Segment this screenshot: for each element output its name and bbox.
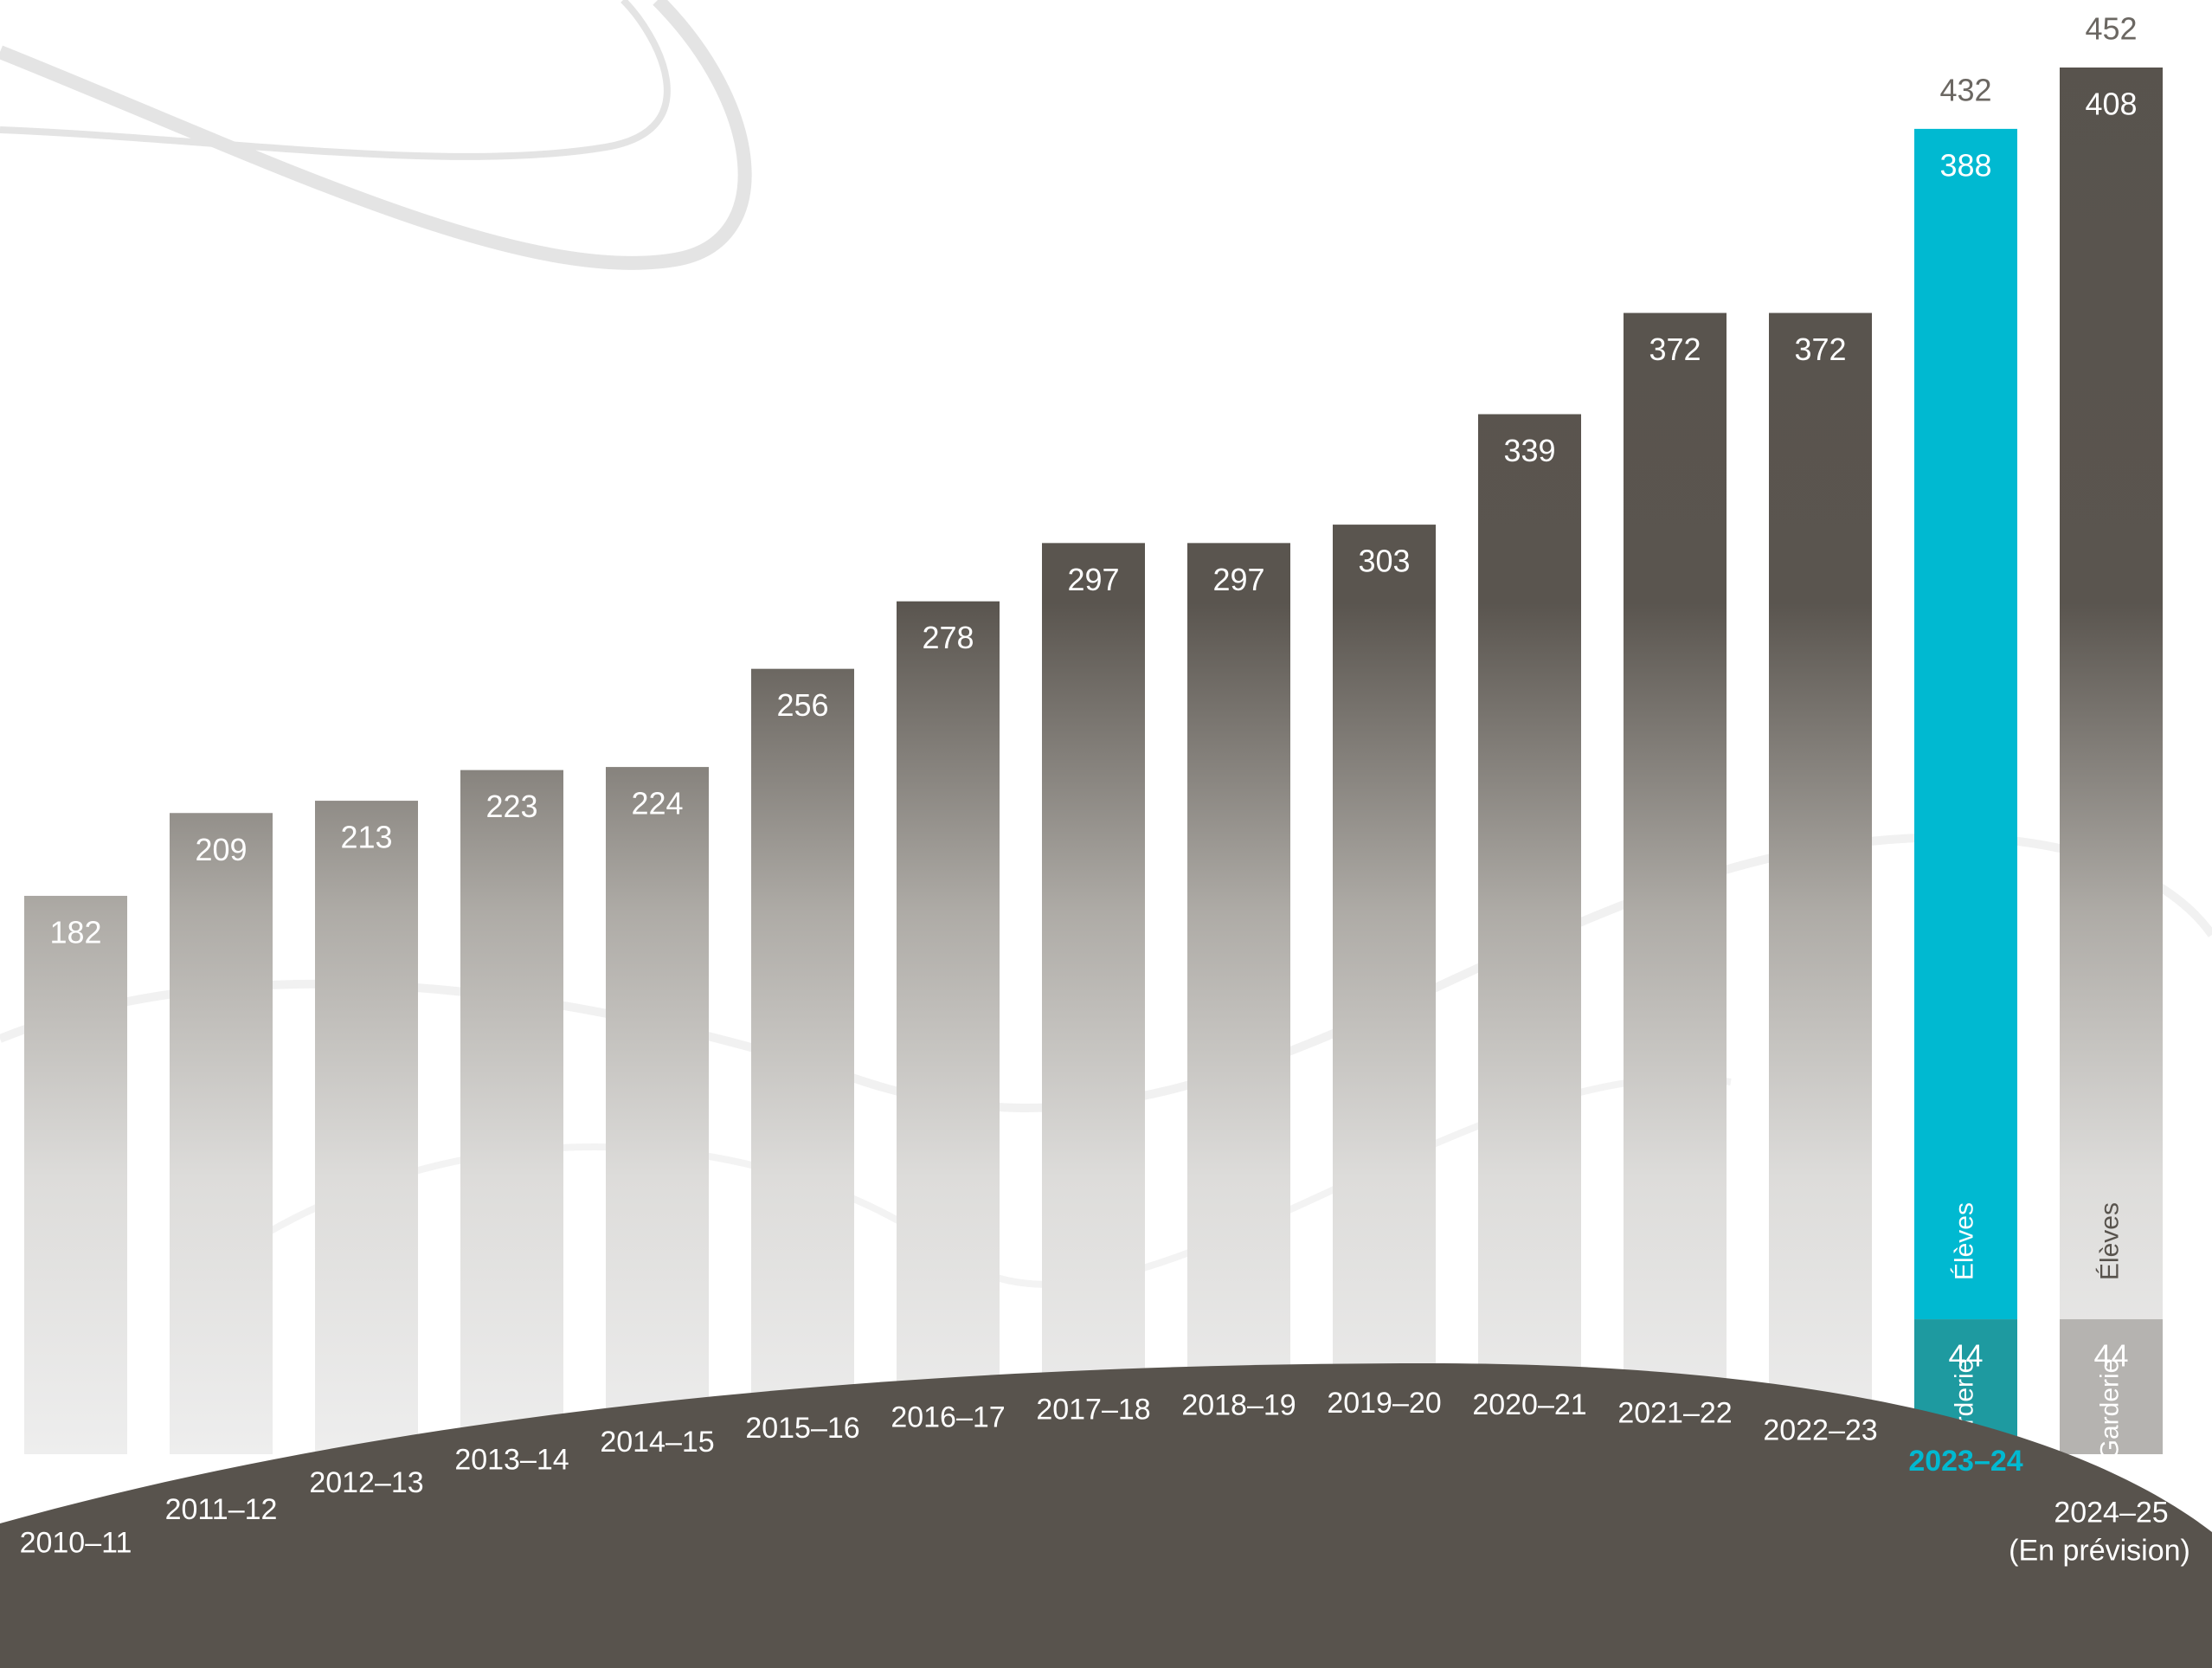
labels: 2010–11 2011–12 2012–13 2013–14 2014–15 2015–… bbox=[20, 1387, 2190, 1568]
series-name: Élèves bbox=[2095, 1202, 2124, 1280]
category-label: 2013–14 bbox=[454, 1444, 569, 1477]
category-label: 2010–11 bbox=[20, 1526, 132, 1559]
bar-segment bbox=[24, 895, 127, 1454]
bar-segment bbox=[1624, 312, 1727, 1455]
value-label: 44 bbox=[2093, 1338, 2128, 1374]
value-label: 223 bbox=[485, 789, 537, 824]
total-label: 432 bbox=[1939, 72, 1991, 107]
value-label: 182 bbox=[49, 914, 101, 950]
series-name: Garderie bbox=[2095, 1359, 2124, 1460]
value-label: 256 bbox=[776, 687, 828, 723]
category-label: 2011–12 bbox=[165, 1493, 278, 1526]
value-label: 372 bbox=[1649, 332, 1701, 367]
bar-segment bbox=[1187, 543, 1290, 1454]
category-label: 2014–15 bbox=[600, 1426, 714, 1459]
series-name: Élèves bbox=[1950, 1202, 1978, 1280]
bar-segment bbox=[1333, 525, 1436, 1454]
bar-segment bbox=[897, 601, 1000, 1454]
bar-segment bbox=[606, 767, 709, 1454]
value-label: 388 bbox=[1939, 147, 1991, 183]
value-label: 278 bbox=[922, 620, 974, 655]
bar-segment bbox=[2060, 1319, 2163, 1454]
value-label: 297 bbox=[1212, 562, 1264, 597]
category-label: 2020–21 bbox=[1472, 1388, 1586, 1421]
value-label: 44 bbox=[1948, 1338, 1983, 1374]
bar-segment bbox=[170, 813, 273, 1454]
value-label: 408 bbox=[2085, 87, 2137, 122]
value-label: 372 bbox=[1794, 332, 1846, 367]
bars: 182 209 213 223 224 256 278 297 297 303 339 372 372 4… bbox=[24, 11, 2163, 1460]
category-label: 2016–17 bbox=[891, 1401, 1005, 1433]
category-label: 2024–25 bbox=[2054, 1497, 2168, 1530]
category-label: 2015–16 bbox=[745, 1412, 859, 1445]
category-label: 2022–23 bbox=[1763, 1414, 1877, 1447]
category-label: 2023–24 bbox=[1908, 1445, 2022, 1478]
hill bbox=[0, 1363, 2212, 1668]
value-label: 297 bbox=[1067, 562, 1119, 597]
value-label: 339 bbox=[1503, 433, 1555, 468]
value-label: 209 bbox=[195, 832, 247, 867]
category-label: 2019–20 bbox=[1327, 1387, 1441, 1420]
value-label: 303 bbox=[1358, 544, 1410, 579]
bar-segment bbox=[460, 770, 563, 1454]
bar-segment bbox=[315, 801, 418, 1454]
category-label: 2018–19 bbox=[1181, 1388, 1296, 1421]
total-label: 452 bbox=[2085, 11, 2137, 47]
value-label: 224 bbox=[631, 786, 683, 821]
bar-segment bbox=[1042, 543, 1145, 1454]
bar-segment bbox=[2060, 68, 2163, 1320]
value-label: 213 bbox=[340, 820, 392, 855]
forecast-note: (En prévision) bbox=[2009, 1535, 2190, 1568]
bar-segment bbox=[1914, 128, 2017, 1320]
bar-segment bbox=[1769, 312, 1872, 1455]
bar-segment bbox=[1478, 414, 1581, 1454]
category-label: 2012–13 bbox=[309, 1466, 423, 1499]
category-label: 2017–18 bbox=[1036, 1394, 1150, 1426]
category-label: 2021–22 bbox=[1617, 1396, 1732, 1429]
bar-segment bbox=[751, 668, 854, 1454]
